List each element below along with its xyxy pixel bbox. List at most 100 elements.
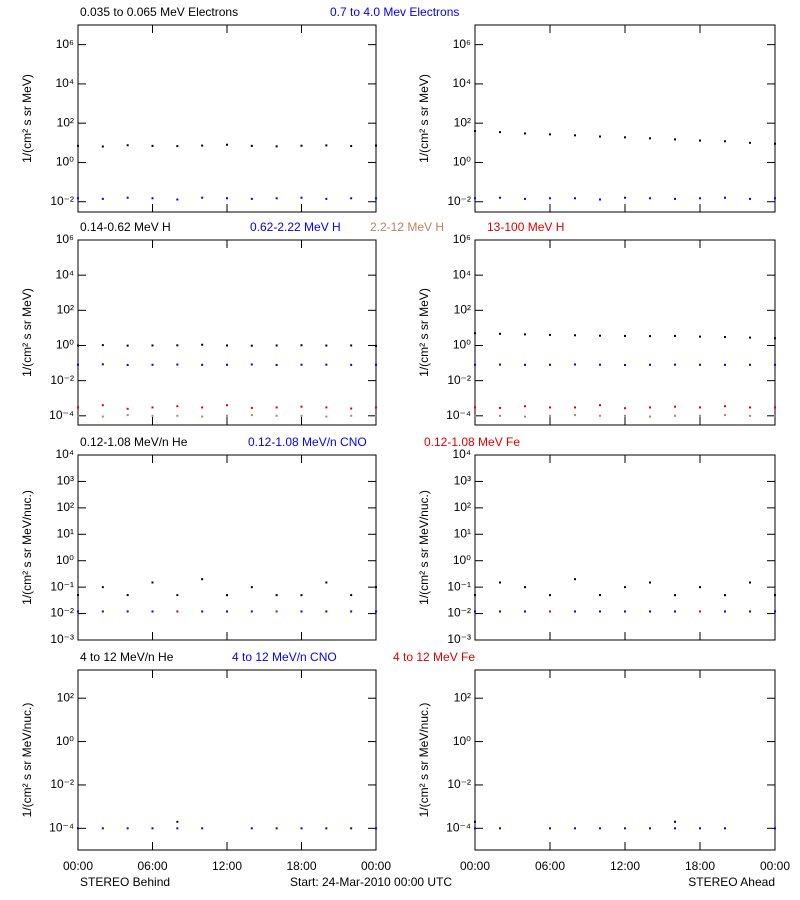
data-point [101, 344, 104, 347]
legend-entry: 4 to 12 MeV/n He [80, 650, 174, 664]
legend-entry: 0.035 to 0.065 MeV Electrons [80, 5, 238, 19]
y-tick-label: 10⁻⁴ [49, 820, 74, 834]
data-point [300, 144, 303, 147]
data-point [499, 363, 501, 366]
y-tick-label: 10² [454, 115, 471, 129]
data-point [300, 344, 303, 347]
data-point [126, 407, 129, 410]
data-point [151, 827, 154, 830]
data-point [300, 827, 303, 830]
data-point [524, 405, 526, 408]
data-point [101, 827, 104, 830]
data-point [674, 594, 676, 597]
data-point [699, 197, 701, 200]
y-tick-label: 10¹ [57, 526, 74, 540]
x-tick-label: 06:00 [137, 859, 167, 873]
data-point [350, 594, 353, 597]
y-tick-label: 10⁶ [56, 232, 74, 246]
data-point [300, 414, 303, 417]
data-point [151, 406, 154, 409]
data-point [574, 406, 576, 409]
data-point [574, 414, 576, 417]
data-point [151, 610, 154, 613]
data-point [250, 344, 253, 347]
data-point [674, 820, 676, 823]
data-point [375, 344, 377, 347]
y-tick-label: 10⁻³ [447, 632, 471, 646]
data-point [300, 196, 303, 199]
data-point [226, 197, 228, 200]
data-point [325, 406, 328, 409]
data-point [724, 196, 726, 199]
data-point [549, 610, 551, 613]
data-point [101, 415, 104, 418]
data-point [724, 336, 726, 339]
data-point [699, 335, 701, 338]
data-point [624, 196, 626, 199]
data-point [499, 414, 501, 417]
data-point [574, 197, 576, 200]
y-tick-label: 10⁴ [452, 267, 471, 281]
data-point [749, 336, 751, 339]
y-tick-label: 10⁶ [453, 37, 471, 51]
data-point [176, 414, 179, 417]
data-point [275, 610, 278, 613]
data-point [599, 334, 601, 337]
data-point [774, 337, 776, 340]
y-tick-label: 10⁻¹ [50, 579, 74, 593]
footer-right: STEREO Ahead [688, 875, 775, 889]
data-point [574, 578, 576, 581]
y-tick-label: 10⁰ [56, 338, 74, 352]
data-point [699, 586, 701, 589]
data-point [499, 196, 501, 199]
plot-frame [474, 239, 776, 426]
data-point [549, 133, 551, 136]
data-point [524, 415, 526, 418]
data-point [649, 137, 651, 140]
legend-entry: 0.12-1.08 MeV Fe [424, 435, 520, 449]
x-tick-label: 12:00 [610, 859, 640, 873]
data-point [674, 197, 676, 200]
data-point [201, 827, 204, 830]
data-point [724, 405, 726, 408]
data-point [674, 138, 676, 141]
data-point [176, 145, 179, 148]
data-point [474, 129, 476, 132]
data-point [350, 363, 353, 366]
data-point [624, 363, 626, 366]
data-point [77, 610, 79, 613]
data-point [649, 610, 651, 613]
data-point [624, 407, 626, 410]
y-tick-label: 10⁻² [50, 777, 74, 791]
data-point [674, 363, 676, 366]
data-point [674, 334, 676, 337]
data-point [275, 363, 278, 366]
y-axis-label: 1/(cm² s sr MeV/nuc.) [417, 703, 431, 818]
data-point [126, 344, 129, 347]
data-point [126, 594, 129, 597]
legend-entry: 0.12-1.08 MeV/n He [80, 435, 188, 449]
data-point [176, 594, 179, 597]
data-point [201, 196, 204, 199]
data-point [549, 827, 551, 830]
data-point [474, 332, 476, 335]
y-tick-label: 10⁴ [55, 76, 74, 90]
data-point [599, 135, 601, 138]
data-point [126, 414, 129, 417]
data-point [77, 197, 79, 200]
x-tick-label: 00:00 [760, 859, 790, 873]
data-point [176, 610, 179, 613]
data-point [275, 145, 278, 148]
data-point [126, 363, 129, 366]
y-tick-label: 10¹ [454, 526, 471, 540]
data-point [350, 414, 353, 417]
data-point [275, 344, 278, 347]
data-point [151, 197, 154, 200]
data-point [549, 406, 551, 409]
data-point [250, 144, 253, 147]
y-tick-label: 10⁰ [453, 734, 471, 748]
data-point [699, 139, 701, 142]
data-point [201, 610, 204, 613]
data-point [325, 827, 328, 830]
data-point [226, 143, 228, 146]
